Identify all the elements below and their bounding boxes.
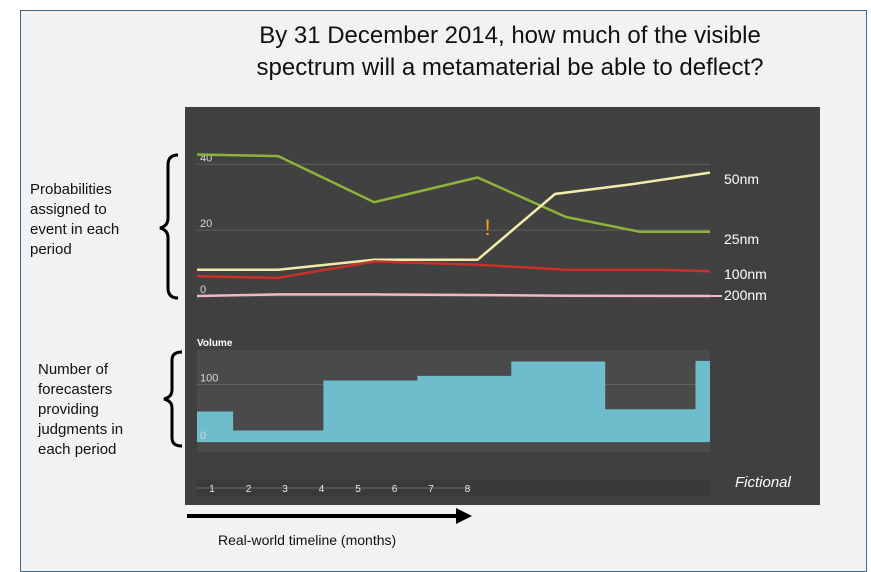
- series-label-200nm: 200nm: [724, 287, 767, 303]
- timeline-tick-label: 1: [209, 484, 215, 495]
- volume-tick-label: 100: [200, 373, 218, 385]
- forecasters-label: Number of forecasters providing judgment…: [38, 360, 123, 460]
- forecasters-label-line: each period: [38, 441, 117, 458]
- timeline-tick-label: 7: [428, 484, 434, 495]
- timeline-tick-label: 6: [392, 484, 398, 495]
- chart-title: By 31 December 2014, how much of the vis…: [160, 20, 860, 84]
- forecasters-label-line: providing: [38, 401, 99, 418]
- series-label-100nm: 100nm: [724, 266, 767, 282]
- probability-lines: [196, 153, 711, 298]
- series-line-100nm: [196, 260, 711, 280]
- probabilities-brace-icon: [159, 153, 179, 300]
- series-label-25nm: 25nm: [724, 231, 759, 247]
- series-line-200nm: [196, 293, 711, 298]
- volume-area: [197, 360, 710, 442]
- timeline-tick-label: 2: [246, 484, 252, 495]
- timeline-arrow-head-icon: [456, 508, 472, 524]
- timeline-label: Real-world timeline (months): [218, 532, 397, 548]
- timeline-tick-label: 8: [465, 484, 471, 495]
- series-labels: 50nm 25nm 100nm 200nm: [710, 171, 767, 303]
- timeline-ticks: 1 2 3 4 5 6 7 8: [209, 484, 471, 495]
- probabilities-label: Probabilities assigned to event in each …: [30, 180, 119, 260]
- probability-tick-label: 20: [200, 218, 212, 230]
- probabilities-label-line: period: [30, 241, 72, 258]
- forecasters-label-line: judgments in: [38, 421, 124, 438]
- volume-ticks: 0 100: [200, 373, 218, 443]
- timeline-tick-label: 5: [355, 484, 361, 495]
- probabilities-label-line: event in each: [30, 221, 120, 238]
- timeline-tick-label: 3: [282, 484, 288, 495]
- title-line-2: spectrum will a metamaterial be able to …: [256, 54, 764, 81]
- volume-title: Volume: [197, 338, 233, 349]
- series-line-25nm: [197, 171, 711, 271]
- probabilities-label-line: Probabilities: [30, 181, 112, 198]
- forecasters-label-line: forecasters: [38, 381, 113, 398]
- title-line-1: By 31 December 2014, how much of the vis…: [259, 22, 761, 49]
- timeline-tick-label: 4: [319, 484, 325, 495]
- series-line-50nm: [196, 153, 710, 234]
- forecasters-label-line: Number of: [38, 361, 109, 378]
- volume-tick-label: 0: [200, 430, 206, 442]
- probability-plot-area: [197, 115, 710, 305]
- probability-tick-label: 0: [200, 284, 206, 296]
- series-label-50nm: 50nm: [724, 171, 759, 187]
- forecasters-brace-icon: [163, 350, 183, 448]
- fictional-label: Fictional: [735, 474, 792, 491]
- alert-icon: !: [485, 215, 491, 240]
- probabilities-label-line: assigned to: [30, 201, 107, 218]
